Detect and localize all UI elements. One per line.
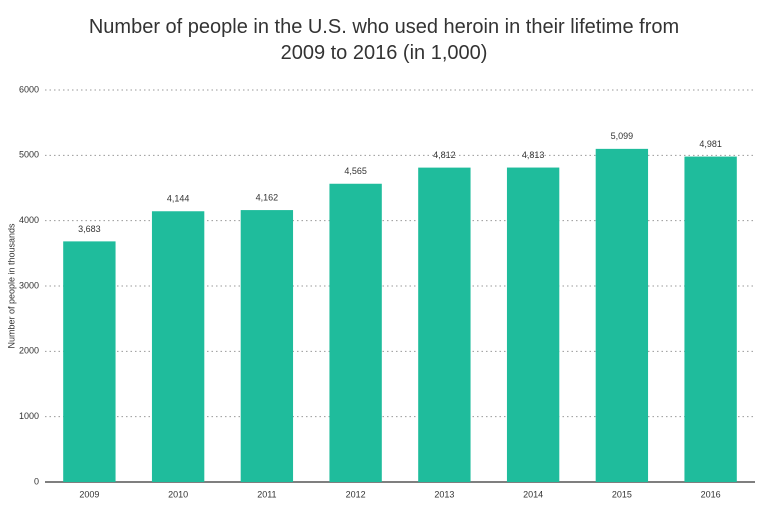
y-tick-label: 4000	[19, 215, 39, 225]
value-label: 3,683	[78, 224, 101, 234]
value-label: 4,144	[167, 194, 190, 204]
y-tick-label: 1000	[19, 411, 39, 421]
x-tick-label: 2011	[257, 489, 276, 499]
chart-title: Number of people in the U.S. who used he…	[88, 16, 680, 64]
value-label: 4,812	[433, 150, 456, 160]
y-axis-label: Number of people in thousands	[6, 223, 16, 349]
bar	[240, 210, 294, 482]
value-label: 5,099	[611, 131, 634, 141]
bar	[63, 241, 116, 482]
bar	[595, 148, 649, 482]
x-tick-label: 2014	[523, 489, 543, 499]
x-tick-label: 2015	[612, 489, 632, 499]
value-label: 4,813	[522, 150, 545, 160]
y-tick-label: 6000	[19, 84, 39, 94]
y-tick-label: 0	[34, 476, 39, 486]
bar	[329, 183, 382, 482]
y-tick-label: 5000	[19, 150, 39, 160]
bar	[151, 211, 205, 482]
x-tick-label: 2016	[701, 489, 721, 499]
value-label: 4,565	[344, 166, 367, 176]
y-tick-label: 3000	[19, 280, 39, 290]
value-label: 4,162	[256, 192, 279, 202]
x-tick-label: 2012	[346, 489, 366, 499]
bar	[684, 156, 737, 483]
y-tick-label: 2000	[19, 346, 39, 356]
value-label: 4,981	[699, 139, 722, 149]
bar	[418, 167, 471, 482]
x-tick-label: 2013	[434, 489, 454, 499]
x-tick-label: 2010	[168, 489, 188, 499]
x-tick-label: 2009	[79, 489, 99, 499]
bar	[506, 167, 560, 482]
